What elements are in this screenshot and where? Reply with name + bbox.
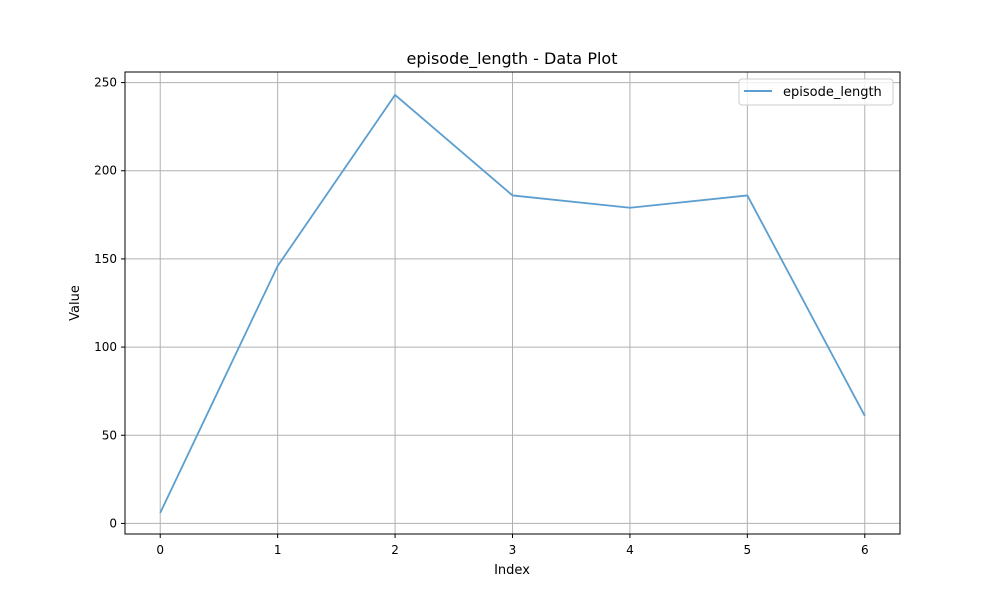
series-line-episode_length	[159, 94, 866, 514]
grid	[125, 72, 900, 534]
chart-title: episode_length - Data Plot	[407, 49, 618, 69]
x-tick-label: 1	[274, 543, 282, 557]
x-tick-label: 3	[509, 543, 517, 557]
x-tick-label: 6	[861, 543, 869, 557]
x-tick-label: 4	[626, 543, 634, 557]
y-tick-label: 100	[94, 340, 117, 354]
y-tick-label: 200	[94, 164, 117, 178]
x-axis-label: Index	[494, 563, 530, 578]
legend: episode_length	[738, 78, 894, 106]
y-tick-label: 250	[94, 76, 117, 90]
y-tick-label: 150	[94, 252, 117, 266]
y-tick-label: 0	[109, 516, 117, 530]
x-axis-ticks: 0 1 2 3 4 5 6	[156, 534, 869, 557]
legend-label: episode_length	[783, 85, 882, 100]
legend-box	[738, 78, 894, 106]
y-axis-label: Value	[68, 285, 83, 321]
y-axis-ticks: 0 50 100 150 200 250	[94, 76, 125, 530]
x-tick-label: 5	[744, 543, 752, 557]
y-tick-label: 50	[102, 428, 117, 442]
x-tick-label: 2	[391, 543, 399, 557]
x-tick-label: 0	[156, 543, 164, 557]
series-layer	[159, 94, 866, 514]
